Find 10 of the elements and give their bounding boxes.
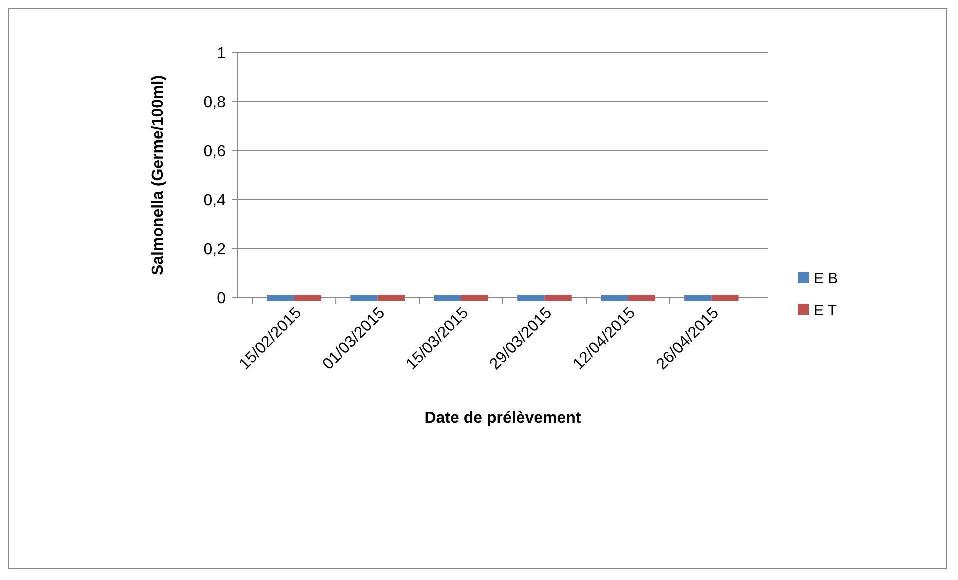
y-axis-title: Salmonella (Germe/100ml) bbox=[150, 75, 167, 276]
y-tick-label: 0,8 bbox=[204, 94, 226, 112]
legend-label: E T bbox=[814, 302, 838, 320]
y-tick-label: 1 bbox=[217, 46, 226, 63]
y-tick-label: 0,6 bbox=[204, 144, 226, 161]
y-tick-label: 0 bbox=[217, 290, 226, 308]
y-tick-label: 0,4 bbox=[204, 192, 226, 210]
y-tick-label: 0,2 bbox=[204, 242, 226, 259]
legend-label: E B bbox=[814, 270, 838, 288]
x-axis-title: Date de prélèvement bbox=[424, 410, 582, 427]
